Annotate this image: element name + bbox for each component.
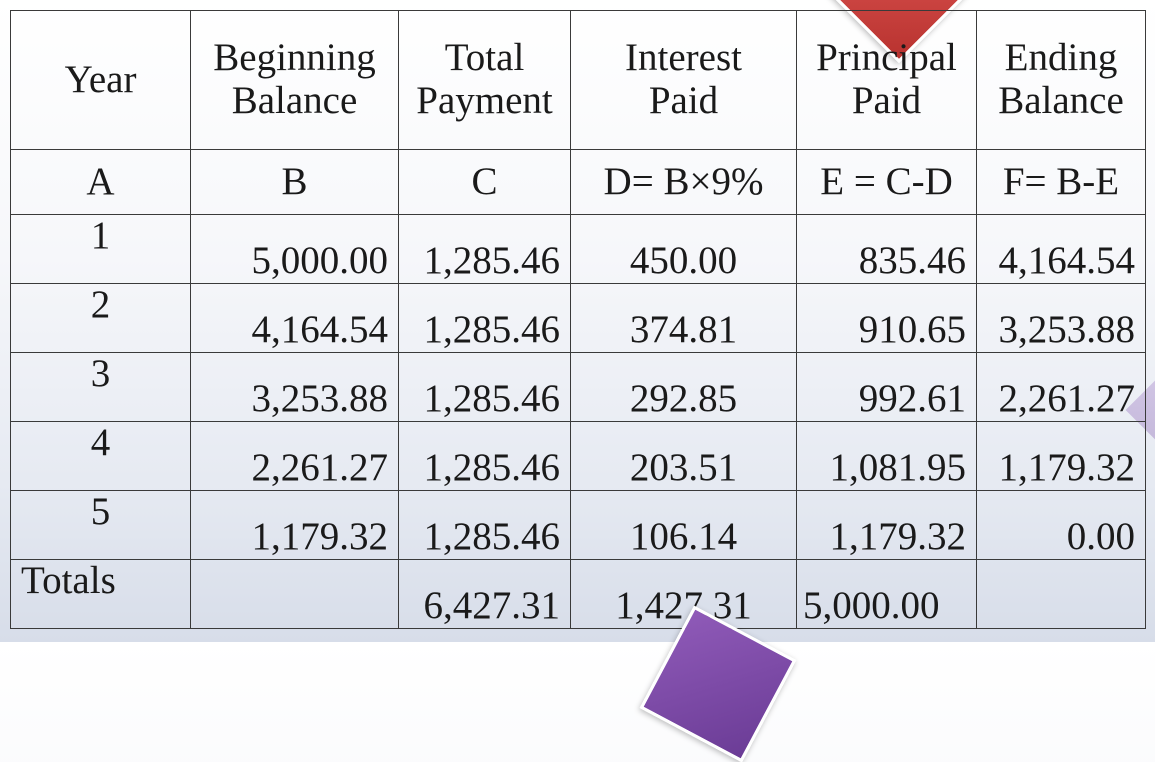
- beginning-balance-cell: 5,000.00: [190, 214, 399, 284]
- label-cell: C: [398, 149, 571, 215]
- principal-paid-cell: 1,081.95: [796, 421, 977, 491]
- header-total-payment: Total Payment: [398, 10, 571, 150]
- interest-paid-cell: 450.00: [570, 214, 797, 284]
- principal-paid-cell: 910.65: [796, 283, 977, 353]
- label-cell: E = C-D: [796, 149, 977, 215]
- label-cell: A: [10, 149, 191, 215]
- ending-balance-cell: 0.00: [976, 490, 1146, 560]
- header-beginning-balance: Beginning Balance: [190, 10, 399, 150]
- table-row: 5 1,179.32 1,285.46 106.14 1,179.32 0.00: [10, 490, 1146, 560]
- totals-label: Totals: [10, 559, 191, 629]
- header-interest-paid: Interest Paid: [570, 10, 797, 150]
- total-payment-cell: 1,285.46: [398, 283, 571, 353]
- formula-row: A B C D= B×9% E = C-D F= B-E: [10, 149, 1146, 215]
- header-year: Year: [10, 10, 191, 150]
- label-cell: F= B-E: [976, 149, 1146, 215]
- total-payment-cell: 1,285.46: [398, 421, 571, 491]
- principal-paid-cell: 1,179.32: [796, 490, 977, 560]
- table-row: 2 4,164.54 1,285.46 374.81 910.65 3,253.…: [10, 283, 1146, 353]
- header-principal-paid: Principal Paid: [796, 10, 977, 150]
- beginning-balance-cell: 1,179.32: [190, 490, 399, 560]
- label-cell: B: [190, 149, 399, 215]
- interest-paid-cell: 374.81: [570, 283, 797, 353]
- principal-paid-cell: 992.61: [796, 352, 977, 422]
- ending-balance-cell: 4,164.54: [976, 214, 1146, 284]
- year-cell: 3: [10, 352, 191, 422]
- year-cell: 5: [10, 490, 191, 560]
- header-ending-balance: Ending Balance: [976, 10, 1146, 150]
- beginning-balance-cell: 2,261.27: [190, 421, 399, 491]
- year-cell: 4: [10, 421, 191, 491]
- decorative-purple-diamond: [639, 605, 797, 762]
- totals-interest-paid: 1,427.31: [570, 559, 797, 629]
- amortization-table: Year Beginning Balance Total Payment Inter…: [10, 10, 1146, 629]
- year-cell: 2: [10, 283, 191, 353]
- ending-balance-cell: 1,179.32: [976, 421, 1146, 491]
- label-cell: D= B×9%: [570, 149, 797, 215]
- ending-balance-cell: 3,253.88: [976, 283, 1146, 353]
- total-payment-cell: 1,285.46: [398, 214, 571, 284]
- total-payment-cell: 1,285.46: [398, 490, 571, 560]
- total-payment-cell: 1,285.46: [398, 352, 571, 422]
- interest-paid-cell: 292.85: [570, 352, 797, 422]
- principal-paid-cell: 835.46: [796, 214, 977, 284]
- totals-ending-balance: [976, 559, 1146, 629]
- table-row: 3 3,253.88 1,285.46 292.85 992.61 2,261.…: [10, 352, 1146, 422]
- totals-beginning-balance: [190, 559, 399, 629]
- table-row: 1 5,000.00 1,285.46 450.00 835.46 4,164.…: [10, 214, 1146, 284]
- interest-paid-cell: 106.14: [570, 490, 797, 560]
- year-cell: 1: [10, 214, 191, 284]
- beginning-balance-cell: 4,164.54: [190, 283, 399, 353]
- table-row: 4 2,261.27 1,285.46 203.51 1,081.95 1,17…: [10, 421, 1146, 491]
- interest-paid-cell: 203.51: [570, 421, 797, 491]
- totals-total-payment: 6,427.31: [398, 559, 571, 629]
- totals-principal-paid: 5,000.00: [796, 559, 977, 629]
- totals-row: Totals 6,427.31 1,427.31 5,000.00: [10, 559, 1146, 629]
- header-row: Year Beginning Balance Total Payment Inter…: [10, 10, 1146, 150]
- ending-balance-cell: 2,261.27: [976, 352, 1146, 422]
- beginning-balance-cell: 3,253.88: [190, 352, 399, 422]
